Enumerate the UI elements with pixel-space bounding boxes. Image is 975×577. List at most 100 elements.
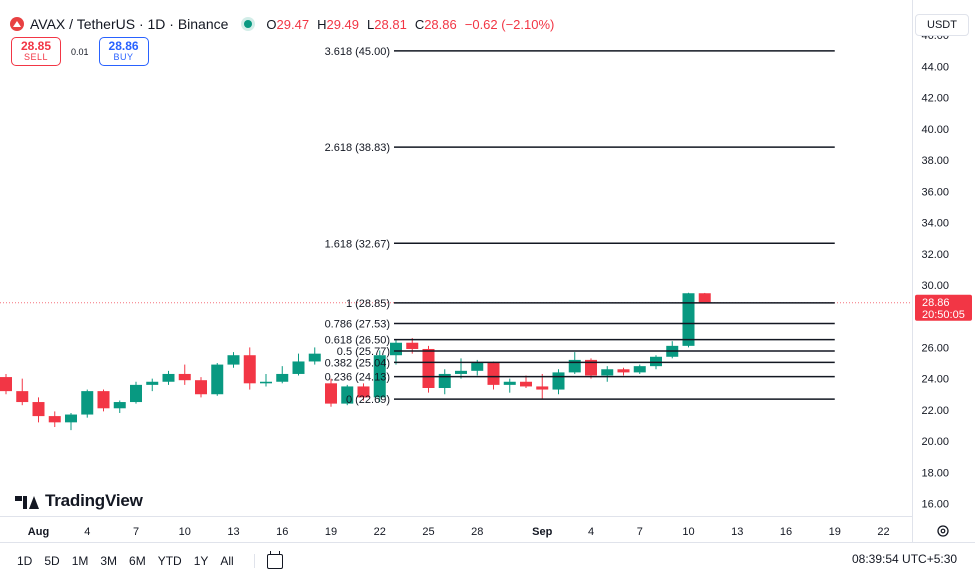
tradingview-logo-text: TradingView: [45, 491, 143, 510]
candle: [390, 339, 402, 365]
candle: [341, 384, 354, 406]
toolbar-separator: [253, 554, 255, 568]
candle-body: [552, 372, 565, 390]
candle: [16, 378, 29, 406]
range-1y[interactable]: 1Y: [193, 554, 209, 568]
candle-body: [650, 356, 662, 367]
range-1m[interactable]: 1M: [71, 554, 89, 568]
candle-body: [195, 380, 207, 395]
candle: [178, 364, 191, 385]
tradingview-logo-icon: [15, 493, 39, 509]
candle-body: [211, 364, 224, 395]
candle-body: [373, 355, 386, 398]
symbol-title[interactable]: AVAX / TetherUS · 1D · Binance: [30, 16, 229, 32]
candle-body: [536, 386, 549, 390]
candle: [292, 353, 305, 376]
tradingview-logo[interactable]: TradingView: [15, 491, 143, 511]
bottom-divider: [0, 542, 975, 543]
range-3m[interactable]: 3M: [100, 554, 118, 568]
candle: [65, 412, 77, 431]
x-tick-label: 28: [471, 526, 483, 538]
candle-body: [130, 384, 142, 403]
candle-body: [243, 355, 256, 384]
fib-label: 1.618 (32.67): [325, 238, 390, 250]
buy-button[interactable]: 28.86 BUY: [98, 37, 149, 66]
spread-value: 0.01: [71, 46, 89, 57]
goto-date-icon[interactable]: [266, 550, 283, 569]
candle-body: [617, 369, 630, 373]
fib-level: 0 (22.69): [346, 394, 835, 406]
candle: [130, 381, 142, 404]
range-all[interactable]: All: [220, 554, 234, 568]
candle-body: [325, 383, 337, 404]
sell-button[interactable]: 28.85 SELL: [11, 37, 61, 66]
fib-level: 2.618 (38.83): [325, 142, 835, 154]
candle-body: [292, 361, 305, 374]
fib-label: 0.5 (25.77): [337, 346, 390, 358]
candle-body: [503, 381, 516, 385]
y-tick-label: 38.00: [921, 155, 949, 167]
candle-body: [16, 391, 29, 403]
candle: [227, 352, 240, 368]
candle-body: [487, 363, 500, 385]
y-tick-label: 24.00: [921, 374, 949, 386]
range-5d[interactable]: 5D: [44, 554, 60, 568]
x-tick-label: 19: [829, 526, 841, 538]
candle-body: [97, 391, 110, 409]
fib-level: 1 (28.85): [346, 298, 835, 310]
plot-area: 4.236 (49.31)3.618 (45.00)2.618 (38.83)1…: [0, 46, 912, 431]
buy-price: 28.86: [108, 39, 139, 54]
fib-level: 1.618 (32.67): [325, 238, 835, 250]
candle: [195, 377, 207, 398]
x-tick-label: 4: [588, 526, 594, 538]
candle: [81, 389, 94, 418]
x-tick-label: 19: [325, 526, 337, 538]
x-tick-label: 13: [731, 526, 743, 538]
fib-level: 0.786 (27.53): [325, 319, 835, 331]
range-1d[interactable]: 1D: [17, 554, 33, 568]
bar-countdown: 20:50:05: [922, 309, 965, 321]
candle: [536, 373, 549, 399]
range-ytd[interactable]: YTD: [157, 554, 182, 568]
candle: [682, 292, 695, 348]
candle-body: [227, 355, 240, 365]
chart-settings-icon[interactable]: [937, 525, 949, 537]
candle-body: [406, 342, 419, 349]
candle: [438, 369, 451, 395]
candle: [373, 350, 386, 403]
price-change: −0.62 (−2.10%): [464, 16, 555, 32]
candle-body: [698, 293, 711, 303]
fib-level: 3.618 (45.00): [325, 46, 835, 58]
candle-body: [48, 416, 61, 423]
candle: [487, 361, 500, 390]
x-tick-label: 22: [374, 526, 386, 538]
candle-body: [682, 293, 695, 346]
fib-label: 0.236 (24.13): [325, 372, 390, 384]
candle: [585, 358, 597, 379]
avax-logo-icon: [10, 17, 24, 31]
candle-body: [455, 370, 467, 374]
candle: [422, 345, 435, 393]
candle-body: [0, 377, 12, 392]
market-open-icon: [244, 20, 253, 28]
candle-body: [471, 363, 484, 371]
currency-selector[interactable]: USDT: [915, 14, 969, 36]
candle: [601, 366, 614, 382]
candle-body: [162, 373, 175, 382]
y-tick-label: 16.00: [921, 499, 949, 511]
candle: [146, 378, 159, 392]
fib-label: 0.618 (26.50): [325, 335, 390, 347]
range-6m[interactable]: 6M: [129, 554, 146, 568]
x-tick-label: 10: [682, 526, 694, 538]
candle: [357, 383, 370, 401]
sell-price: 28.85: [20, 39, 52, 54]
candle-body: [308, 353, 321, 362]
candle: [520, 375, 532, 388]
y-tick-label: 30.00: [921, 280, 949, 292]
candle-body: [146, 381, 159, 385]
candle: [260, 373, 272, 387]
x-tick-label: 22: [877, 526, 889, 538]
x-tick-label: 13: [227, 526, 239, 538]
clock-timezone[interactable]: 08:39:54 UTC+5:30: [852, 552, 958, 566]
